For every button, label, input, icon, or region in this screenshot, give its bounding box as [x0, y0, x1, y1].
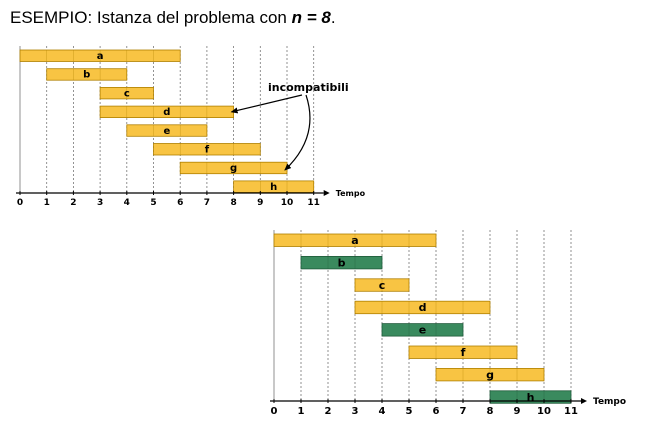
axis-tick-label: 2: [70, 198, 76, 208]
axis-tick-label: 1: [298, 406, 305, 417]
axis-tick-label: 6: [433, 406, 440, 417]
interval-label-h: h: [270, 182, 277, 193]
axis-tick-label: 7: [204, 198, 210, 208]
axis-tick-label: 9: [514, 406, 521, 417]
axis-tick-label: 4: [379, 406, 386, 417]
interval-label-b: b: [338, 256, 346, 269]
title-suffix: .: [330, 8, 336, 27]
axis-tick-label: 1: [44, 198, 50, 208]
axis-tick-label: 5: [150, 198, 156, 208]
interval-label-a: a: [97, 51, 104, 62]
axis-tick-label: 4: [124, 198, 130, 208]
interval-bar-e: [126, 124, 208, 137]
axis-tick-label: 8: [230, 198, 236, 208]
annotation-label: incompatibili: [268, 81, 349, 94]
axis-tick-label: 10: [281, 198, 294, 208]
interval-bar-b: [300, 255, 383, 270]
annotation-arrow-d: [230, 94, 303, 114]
page-title: ESEMPIO: Istanza del problema con n = 8.: [10, 8, 336, 28]
interval-bar-b: [46, 68, 128, 81]
interval-label-f: f: [205, 145, 210, 156]
interval-label-e: e: [163, 126, 170, 137]
axis-tick-label: 0: [17, 198, 23, 208]
interval-label-g: g: [230, 163, 237, 174]
axis-tick-label: 0: [271, 406, 278, 417]
interval-bar-e: [381, 323, 464, 337]
axis-tick-label: 2: [325, 406, 332, 417]
axis-tick-label: 8: [487, 406, 494, 417]
interval-bar-d: [354, 300, 491, 315]
interval-label-c: c: [124, 88, 130, 99]
axis-tick-label: 9: [257, 198, 263, 208]
axis-tick-label: 6: [177, 198, 183, 208]
axis-tick-label: 7: [460, 406, 467, 417]
interval-label-g: g: [486, 368, 494, 381]
time-axis-label: Tempo: [336, 189, 366, 198]
interval-label-e: e: [419, 324, 426, 337]
axis-tick-label: 3: [97, 198, 103, 208]
axis-tick-label: 11: [564, 406, 578, 417]
axis-tick-label: 10: [537, 406, 551, 417]
interval-label-c: c: [379, 279, 386, 292]
axis-arrow-icon: [323, 190, 330, 196]
annotation-arrow-g: [284, 94, 311, 171]
interval-label-d: d: [163, 107, 170, 118]
axis-tick-label: 11: [307, 198, 320, 208]
axis-arrow-icon: [581, 398, 587, 404]
interval-label-a: a: [351, 234, 358, 247]
interval-label-b: b: [83, 70, 90, 81]
axis-tick-label: 3: [352, 406, 359, 417]
interval-label-f: f: [461, 346, 466, 359]
interval-label-h: h: [527, 391, 535, 404]
time-axis-label: Tempo: [593, 397, 626, 407]
axis-tick-label: 5: [406, 406, 413, 417]
title-n-expression: n = 8: [291, 8, 331, 27]
interval-label-d: d: [419, 301, 427, 314]
title-prefix: ESEMPIO: Istanza del problema con: [10, 8, 292, 27]
interval-bar-h: [489, 390, 572, 404]
